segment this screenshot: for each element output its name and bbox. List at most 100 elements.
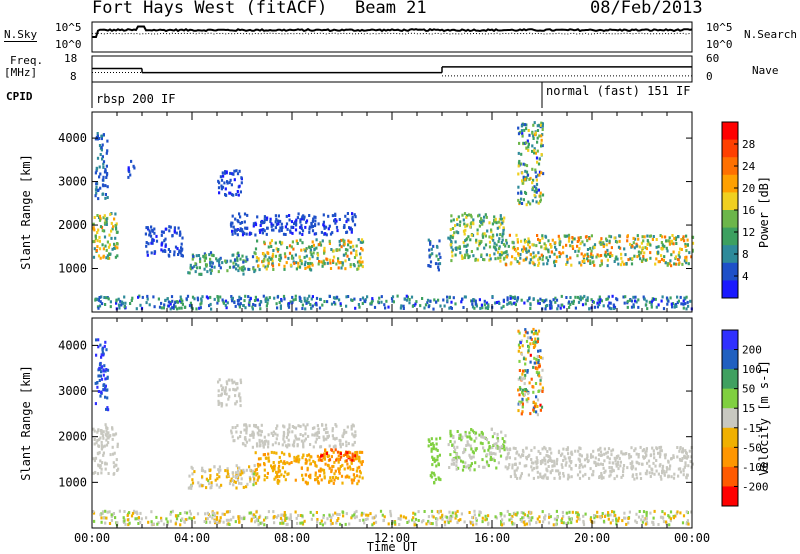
colorbar-swatch-4 [722, 192, 738, 211]
colorbar-swatch-3 [722, 388, 738, 409]
freq-tick-top: 18 [64, 52, 78, 65]
power-colorbar-label: Power [dB] [757, 176, 771, 248]
cpid-segment-2: normal (fast) 151 IF [546, 84, 691, 98]
heat-region-9 [447, 212, 507, 263]
xtick-label-5: 20:00 [574, 531, 610, 545]
heat-region-1 [94, 132, 109, 201]
colorbar-tick-0: 200 [742, 344, 762, 357]
xtick-label-1: 04:00 [174, 531, 210, 545]
sky-tick-bottom: 10^0 [55, 38, 82, 51]
heat-region-0 [92, 423, 120, 476]
colorbar-swatch-6 [722, 447, 738, 468]
heat-region-5 [254, 450, 364, 486]
heat-region-11 [517, 121, 545, 207]
ytick-label-1: 2000 [58, 430, 87, 444]
colorbar-tick-3: 15 [742, 402, 755, 415]
power-panel: 1000 2000 3000 4000 [58, 111, 695, 313]
heat-region-1 [94, 338, 110, 412]
cpid-label: CPID [6, 90, 33, 103]
beam-label: Beam 21 [355, 0, 427, 18]
colorbar-tick-6: -100 [742, 461, 769, 474]
heat-region-7 [427, 436, 442, 485]
heat-region-6 [254, 238, 365, 272]
heat-region-4 [217, 378, 243, 408]
colorbar-tick-2: 50 [742, 383, 755, 396]
chart-title: Fort Hays West (fitACF) [92, 0, 328, 18]
colorbar-tick-2: 20 [742, 182, 755, 195]
search-tick-bottom: 10^0 [706, 38, 733, 51]
colorbar-swatch-2 [722, 157, 738, 176]
search-label: N.Search [744, 28, 797, 41]
xtick-label-0: 00:00 [74, 531, 110, 545]
heat-region-0 [92, 212, 119, 260]
colorbar-tick-7: -200 [742, 480, 769, 493]
colorbar-swatch-8 [722, 486, 738, 507]
colorbar-swatch-1 [722, 349, 738, 370]
cpid-panel [91, 82, 543, 108]
freq-panel [91, 55, 693, 83]
heat-region-5 [217, 169, 243, 197]
colorbar-tick-3: 16 [742, 204, 755, 217]
colorbar-swatch-4 [722, 408, 738, 429]
ytick-label-0: 1000 [58, 262, 87, 276]
freq-tick-bottom: 8 [70, 70, 77, 83]
colorbar-swatch-5 [722, 427, 738, 448]
colorbar-tick-1: 100 [742, 363, 762, 376]
heat-region-9 [504, 445, 694, 481]
velocity-colorbar-label: Velocity [m s-1] [757, 360, 771, 476]
xtick-label-2: 08:00 [274, 531, 310, 545]
colorbar-tick-4: -15 [742, 422, 762, 435]
ytick-label-1: 2000 [58, 218, 87, 232]
colorbar-swatch-6 [722, 227, 738, 246]
velocity-panel: 1000 2000 3000 4000 00:00 04:00 08:00 12:00 16:… [58, 317, 710, 545]
colorbar-swatch-3 [722, 174, 738, 193]
power-ylabel: Slant Range [km] [19, 154, 33, 270]
freq-label-top: Freq. [10, 54, 44, 67]
search-tick-top: 10^5 [706, 21, 733, 34]
date-label: 08/Feb/2013 [590, 0, 703, 18]
colorbar-swatch-7 [722, 245, 738, 264]
colorbar-swatch-5 [722, 210, 738, 229]
colorbar-tick-6: 4 [742, 270, 749, 283]
nave-tick-top: 60 [706, 52, 720, 65]
velocity-colorbar: 200 100 50 15 -15 -50 -100 -200 [721, 329, 769, 507]
heat-region-2 [187, 464, 256, 490]
power-colorbar: 28 24 20 16 12 8 4 [721, 121, 756, 299]
heat-region-3 [144, 225, 184, 258]
colorbar-swatch-0 [722, 122, 738, 141]
heat-region-11 [92, 509, 693, 527]
colorbar-swatch-9 [722, 280, 738, 299]
colorbar-tick-5: 8 [742, 248, 749, 261]
colorbar-tick-5: -50 [742, 441, 762, 454]
heat-region-8 [447, 427, 507, 472]
heat-region-10 [504, 233, 695, 268]
velocity-ylabel: Slant Range [km] [19, 365, 33, 481]
xtick-label-3: 12:00 [374, 531, 410, 545]
colorbar-swatch-7 [722, 466, 738, 487]
sky-tick-top: 10^5 [55, 21, 82, 34]
colorbar-swatch-1 [722, 139, 738, 158]
colorbar-tick-1: 24 [742, 160, 756, 173]
ytick-label-0: 1000 [58, 475, 87, 489]
heat-region-12 [94, 294, 693, 311]
freq-label-bottom: [MHz] [4, 66, 38, 79]
ytick-label-3: 4000 [58, 131, 87, 145]
xtick-label-4: 16:00 [474, 531, 510, 545]
ytick-label-3: 4000 [58, 338, 87, 352]
nave-tick-bottom: 0 [706, 70, 713, 83]
xtick-label-6: 00:00 [674, 531, 710, 545]
sky-panel [91, 21, 693, 53]
heat-region-7 [229, 212, 357, 237]
sky-noise-line [92, 25, 693, 38]
heat-region-10 [517, 327, 545, 417]
heat-region-6 [317, 448, 357, 463]
colorbar-tick-4: 12 [742, 226, 755, 239]
heat-region-8 [427, 238, 442, 272]
colorbar-swatch-0 [722, 330, 738, 351]
colorbar-swatch-2 [722, 369, 738, 390]
colorbar-tick-0: 28 [742, 138, 755, 151]
sky-label: N.Sky [4, 28, 38, 42]
nave-label: Nave [752, 64, 779, 77]
ytick-label-2: 3000 [58, 175, 87, 189]
